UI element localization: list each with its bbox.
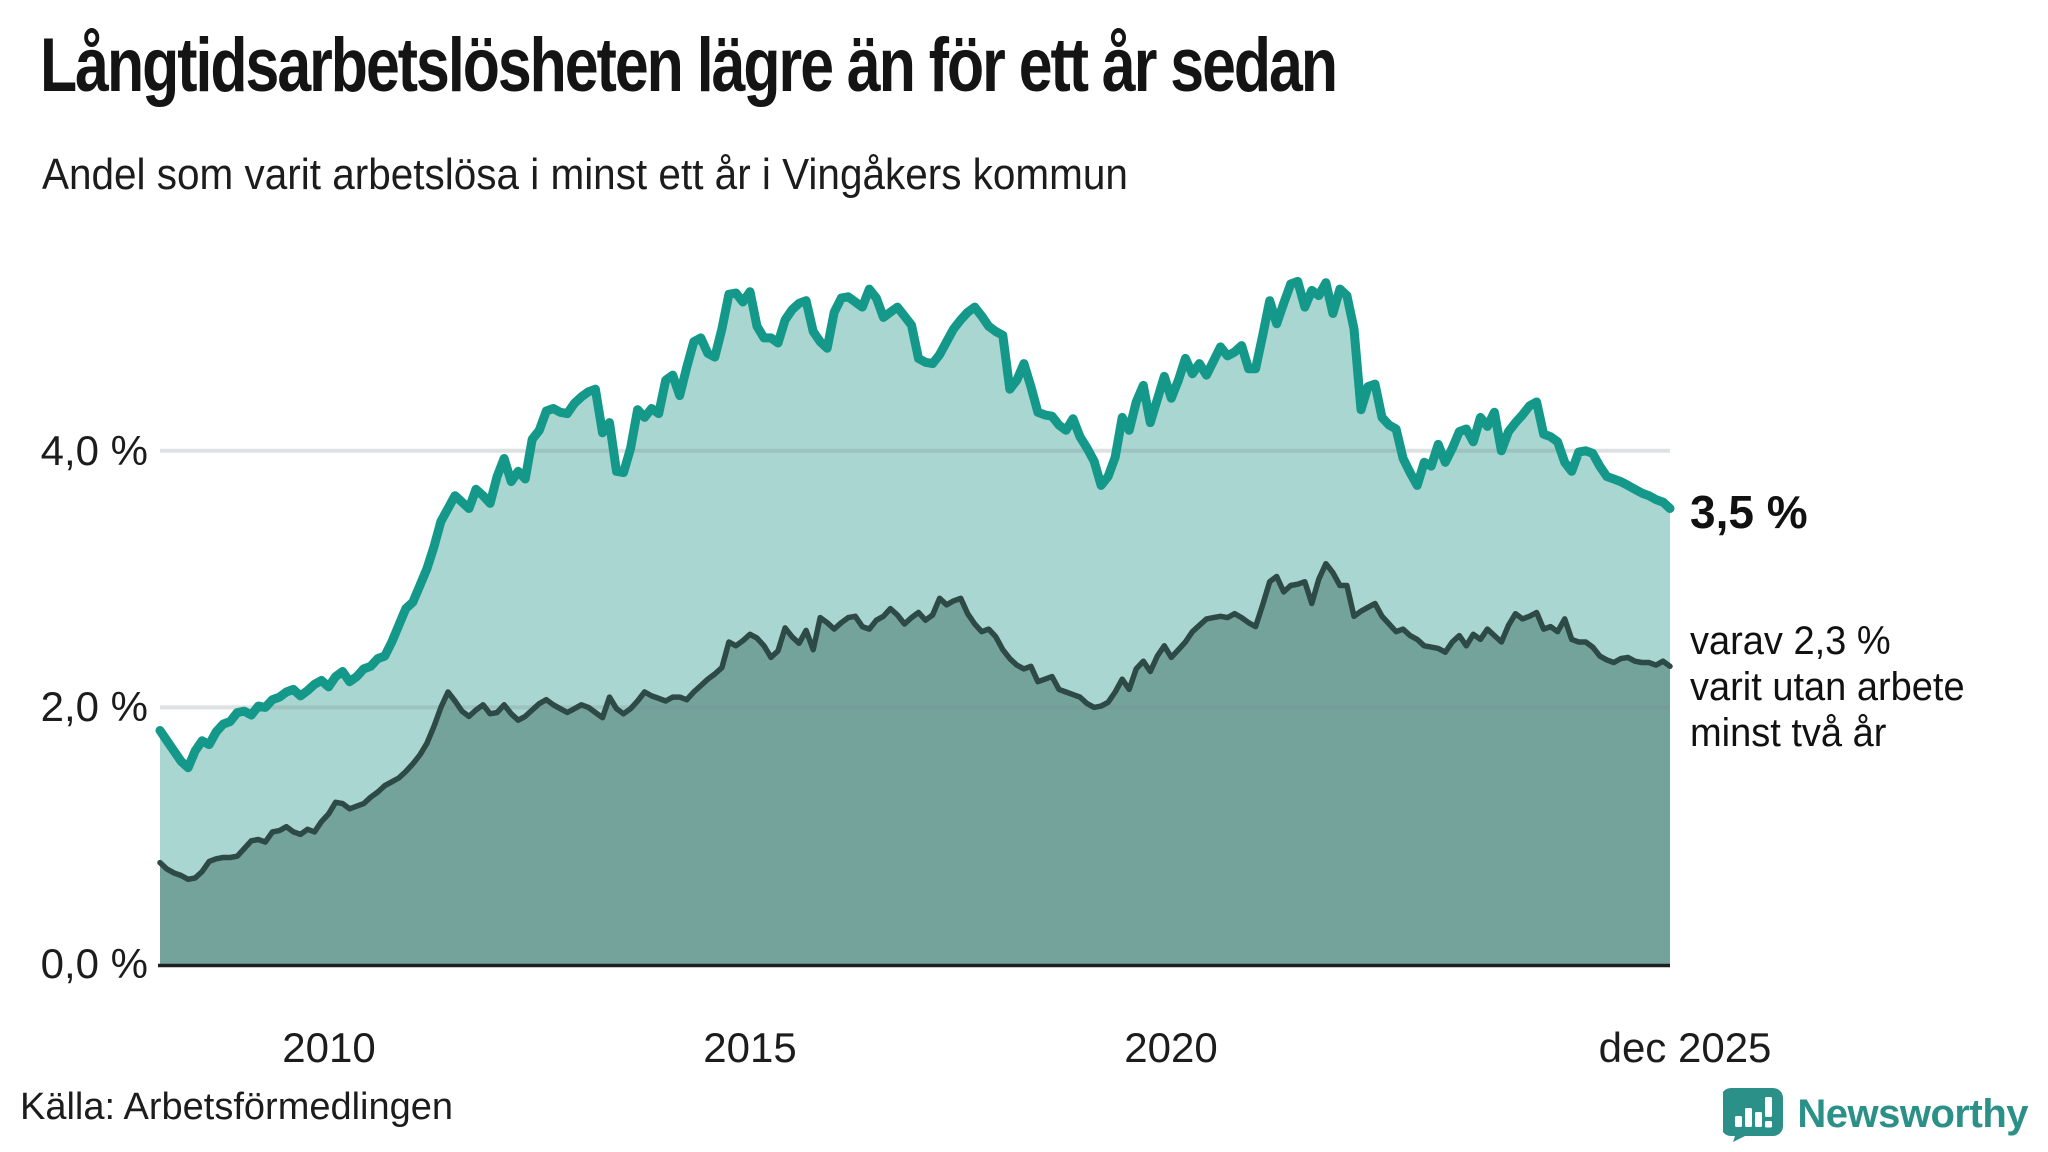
y-tick-4: 4,0 % — [40, 427, 148, 474]
chart-subtitle: Andel som varit arbetslösa i minst ett å… — [42, 150, 1128, 199]
secondary-label-line2: varit utan arbete — [1690, 665, 1965, 709]
x-tick-dec2025: dec 2025 — [1598, 1024, 1772, 1071]
newsworthy-logo: Newsworthy — [1723, 1086, 2028, 1142]
secondary-label-line1: varav 2,3 % — [1690, 619, 1891, 663]
line-min-two-years — [157, 560, 1673, 883]
y-tick-0: 0,0 % — [40, 940, 148, 987]
secondary-series-label: varav 2,3 % varit utan arbete minst två … — [1690, 618, 1965, 756]
x-tick-2020: 2020 — [1124, 1024, 1218, 1071]
line-min-one-year — [155, 276, 1675, 773]
source-attribution: Källa: Arbetsförmedlingen — [20, 1086, 454, 1128]
page-title: Långtidsarbetslösheten lägre än för ett … — [40, 23, 1338, 108]
latest-value-label: 3,5 % — [1690, 486, 1808, 538]
newsworthy-wordmark: Newsworthy — [1797, 1091, 2028, 1136]
x-tick-2010: 2010 — [282, 1024, 376, 1071]
area-fill-min-two-years — [160, 563, 1670, 964]
x-tick-2015: 2015 — [703, 1024, 797, 1071]
newsworthy-bubble-icon — [1723, 1088, 1784, 1142]
y-tick-2: 2,0 % — [40, 683, 148, 730]
secondary-label-line3: minst två år — [1690, 711, 1887, 755]
